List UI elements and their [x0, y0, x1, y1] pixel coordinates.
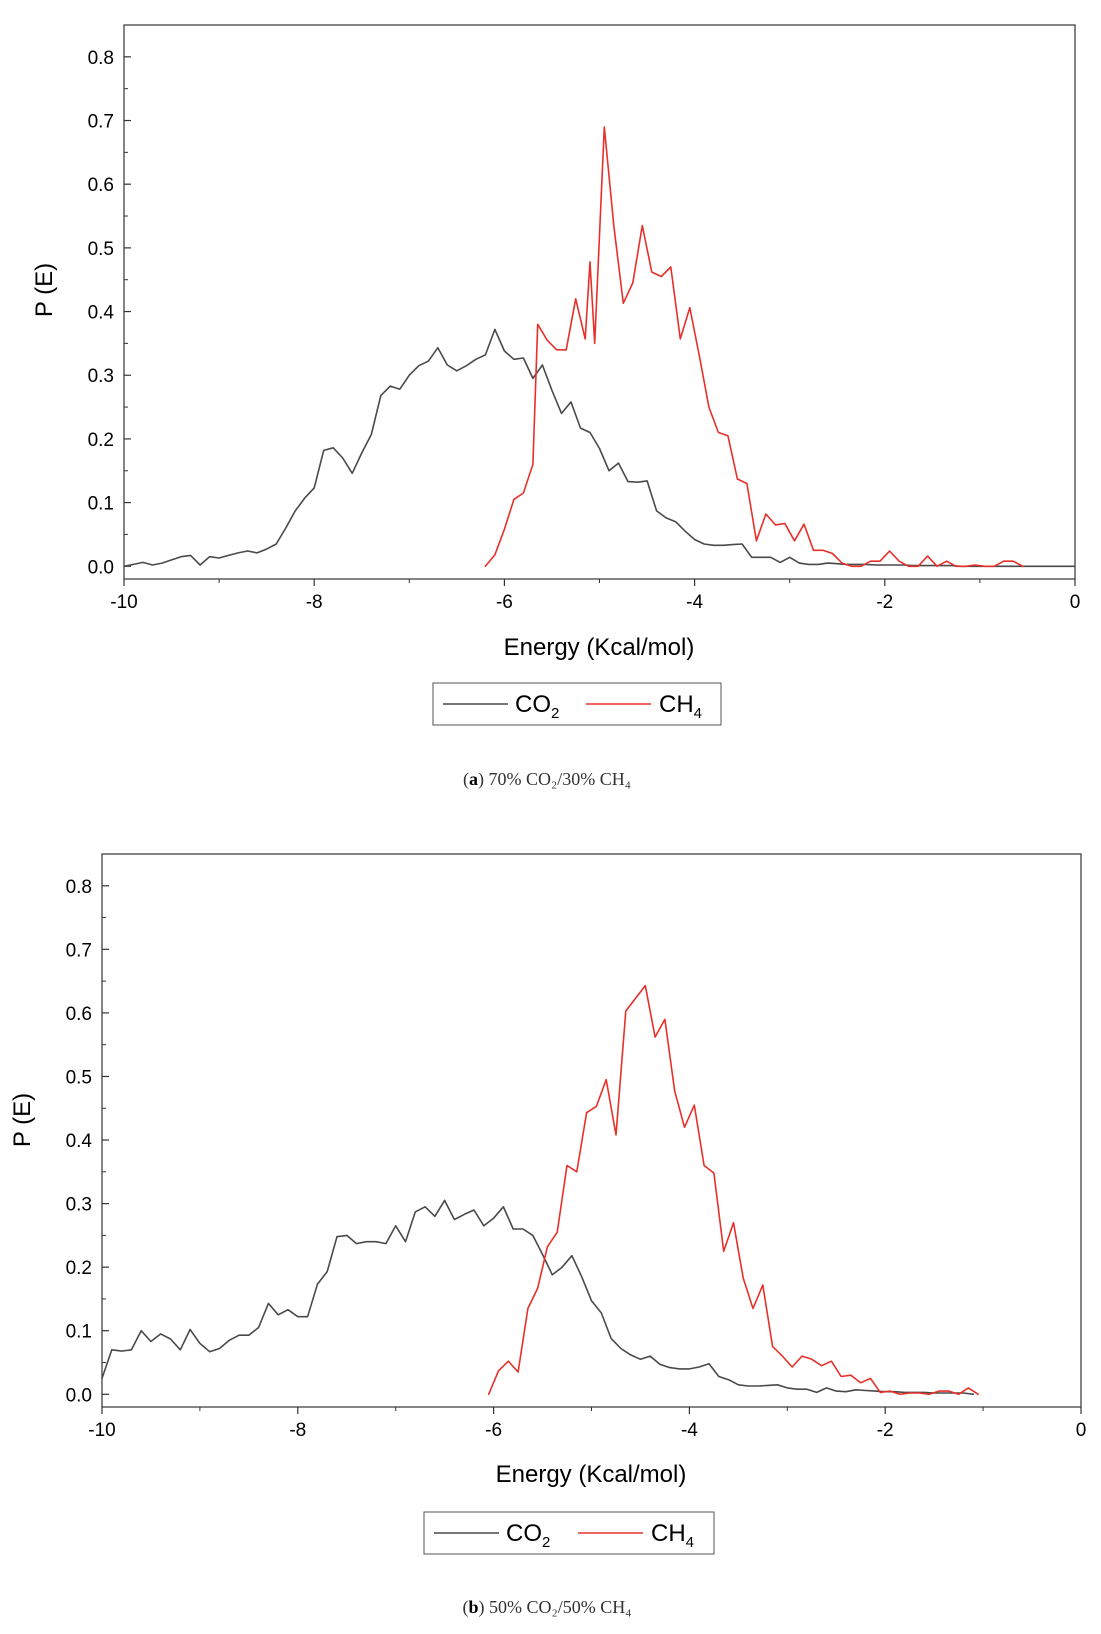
chart-a-x-tick-label: -8 [306, 592, 323, 613]
chart-a-y-tick-label: 0.6 [88, 175, 114, 196]
chart-b-legend-label-co2: CO2 [506, 1520, 550, 1551]
chart-b-x-tick-label: -10 [88, 1420, 115, 1441]
chart-a-x-tick-label: -4 [686, 592, 703, 613]
chart-b-plot-frame [101, 853, 1082, 1408]
chart-a-legend-label-ch4: CH4 [659, 691, 702, 722]
chart-a-series-ch4-line [484, 126, 1024, 568]
chart-b-series [101, 984, 980, 1396]
chart-a-series [123, 126, 1076, 568]
chart-b-x-tick-label: -6 [485, 1420, 502, 1441]
chart-b-series-ch4-line [487, 984, 980, 1396]
chart-b-y-axis-title: P (E) [9, 1093, 36, 1147]
chart-b-legend-label-ch4: CH4 [651, 1520, 694, 1551]
chart-a-series-co2-line [123, 328, 1076, 568]
chart-b-y-tick-label: 0.3 [66, 1195, 92, 1216]
chart-b-y-tick-label: 0.2 [66, 1258, 92, 1279]
chart-a-y-tick-label: 0.8 [88, 48, 114, 69]
chart-a-x-tick-label: 0 [1070, 592, 1081, 613]
chart-a-legend-co2-text: CO [515, 691, 551, 718]
chart-b-legend-co2-sub: 2 [542, 1534, 550, 1551]
chart-a-y-tick-label: 0.3 [88, 366, 114, 387]
chart-b-series-co2-line [101, 1199, 975, 1396]
chart-b-y-tick-label: 0.8 [66, 877, 92, 898]
chart-a-x-axis-title: Energy (Kcal/mol) [504, 634, 695, 661]
chart-b-x-tick-label: -8 [289, 1420, 306, 1441]
chart-a-y-ticks: 0.0 0.1 0.2 0.3 0.4 0.5 0.6 0.7 0.8 [88, 48, 131, 578]
chart-a-x-tick-label: -6 [496, 592, 513, 613]
chart-b-caption-text: 50% CO₂/50% CH₄ [489, 1597, 632, 1617]
chart-b-y-ticks: 0.0 0.1 0.2 0.3 0.4 0.5 0.6 0.7 0.8 [66, 877, 109, 1406]
chart-a-legend-label-co2: CO2 [515, 691, 559, 722]
chart-a-y-axis-title: P (E) [31, 263, 58, 317]
chart-b-x-axis-title: Energy (Kcal/mol) [496, 1461, 687, 1488]
chart-a-legend-ch4-text: CH [659, 691, 694, 718]
chart-b-legend-co2-text: CO [506, 1520, 542, 1547]
chart-a-y-tick-label: 0.5 [88, 239, 114, 260]
chart-a-legend-co2-sub: 2 [551, 705, 559, 722]
chart-b-legend-ch4-text: CH [651, 1520, 686, 1547]
chart-b-x-tick-label: -2 [877, 1420, 894, 1441]
chart-b-caption-label: b [468, 1597, 478, 1617]
chart-b-legend: CO2 CH4 [423, 1511, 715, 1555]
chart-a-plot-frame [123, 24, 1076, 580]
chart-b-x-tick-label: 0 [1076, 1420, 1087, 1441]
chart-b-legend-ch4-sub: 4 [686, 1534, 694, 1551]
chart-a-legend: CO2 CH4 [432, 682, 722, 726]
chart-a-y-tick-label: 0.0 [88, 557, 114, 578]
chart-a-x-tick-label: -10 [110, 592, 137, 613]
chart-b-y-tick-label: 0.7 [66, 940, 92, 961]
chart-a-y-tick-label: 0.7 [88, 112, 114, 133]
chart-b-x-tick-label: -4 [681, 1420, 698, 1441]
chart-a-y-tick-label: 0.1 [88, 494, 114, 515]
chart-b-y-tick-label: 0.0 [66, 1385, 92, 1406]
chart-b-x-ticks: -10 -8 -6 -4 -2 0 [88, 1407, 1086, 1441]
chart-b-y-tick-label: 0.6 [66, 1004, 92, 1025]
chart-b-y-tick-label: 0.4 [66, 1131, 93, 1152]
chart-a-y-tick-label: 0.4 [88, 303, 115, 324]
chart-b: 0.0 0.1 0.2 0.3 0.4 0.5 0.6 0.7 0.8 -10 -8 -6 -4 -2 0… [9, 853, 1086, 1618]
chart-b-y-tick-label: 0.5 [66, 1067, 92, 1088]
chart-a: 0.0 0.1 0.2 0.3 0.4 0.5 0.6 0.7 0.8 -10 -8 -6 -4 -2 0… [31, 24, 1080, 790]
chart-b-y-tick-label: 0.1 [66, 1322, 92, 1343]
chart-a-legend-ch4-sub: 4 [694, 705, 702, 722]
chart-a-x-ticks: -10 -8 -6 -4 -2 0 [110, 579, 1080, 613]
chart-a-caption: (a) 70% CO₂/30% CH₄ [463, 769, 631, 790]
chart-a-y-tick-label: 0.2 [88, 430, 114, 451]
chart-a-caption-text: 70% CO₂/30% CH₄ [488, 769, 631, 789]
chart-a-x-tick-label: -2 [876, 592, 893, 613]
chart-a-caption-label: a [469, 769, 478, 789]
chart-b-caption: (b) 50% CO₂/50% CH₄ [462, 1597, 631, 1618]
